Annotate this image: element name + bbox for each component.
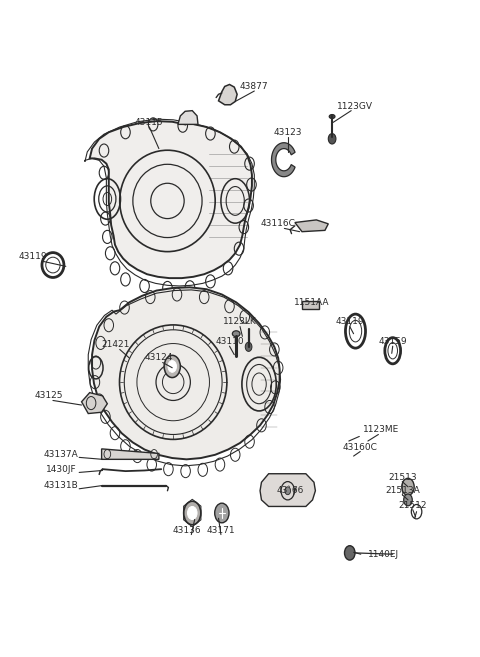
Text: 43119: 43119 <box>18 252 47 261</box>
Circle shape <box>285 487 290 495</box>
Text: 43119: 43119 <box>336 317 364 327</box>
Polygon shape <box>218 85 237 104</box>
Text: 1140EJ: 1140EJ <box>368 550 399 558</box>
Text: 43137A: 43137A <box>44 449 78 459</box>
Ellipse shape <box>232 330 240 336</box>
Text: 43123: 43123 <box>274 127 302 137</box>
Text: 43160C: 43160C <box>343 443 378 452</box>
Polygon shape <box>302 301 319 309</box>
Polygon shape <box>272 143 295 177</box>
Polygon shape <box>102 449 159 459</box>
Circle shape <box>164 355 180 378</box>
Circle shape <box>328 133 336 144</box>
Circle shape <box>404 494 412 506</box>
Polygon shape <box>260 474 315 507</box>
Circle shape <box>245 342 252 351</box>
Text: 43115: 43115 <box>135 118 164 127</box>
Circle shape <box>402 478 414 495</box>
Text: 43131B: 43131B <box>44 481 78 490</box>
Text: 43124: 43124 <box>144 353 173 363</box>
Text: 43877: 43877 <box>240 82 269 91</box>
Text: 43125: 43125 <box>35 391 63 399</box>
Polygon shape <box>90 118 252 278</box>
Text: 21512: 21512 <box>398 501 427 510</box>
Text: 43`66: 43`66 <box>276 486 304 495</box>
Text: 1430JF: 1430JF <box>46 464 76 474</box>
Circle shape <box>188 507 197 520</box>
Polygon shape <box>82 393 108 413</box>
Text: 21513A: 21513A <box>385 486 420 495</box>
Circle shape <box>345 546 355 560</box>
Polygon shape <box>178 110 198 124</box>
Text: 1123ME: 1123ME <box>363 425 399 434</box>
Text: 43171: 43171 <box>206 526 235 535</box>
Ellipse shape <box>329 114 335 118</box>
Text: 1151AA: 1151AA <box>294 298 329 307</box>
Circle shape <box>215 503 229 523</box>
Text: 43110: 43110 <box>215 337 244 346</box>
Polygon shape <box>295 220 328 232</box>
Circle shape <box>168 361 177 373</box>
Text: 1123GV: 1123GV <box>336 102 372 110</box>
Circle shape <box>184 501 201 525</box>
Text: 43136: 43136 <box>172 526 201 535</box>
Text: 43116C: 43116C <box>261 219 296 229</box>
Polygon shape <box>92 287 280 459</box>
Text: 21513: 21513 <box>388 473 417 482</box>
Text: 21421: 21421 <box>102 340 130 350</box>
Text: 43159: 43159 <box>378 337 407 346</box>
Text: 1123LK: 1123LK <box>223 317 257 327</box>
